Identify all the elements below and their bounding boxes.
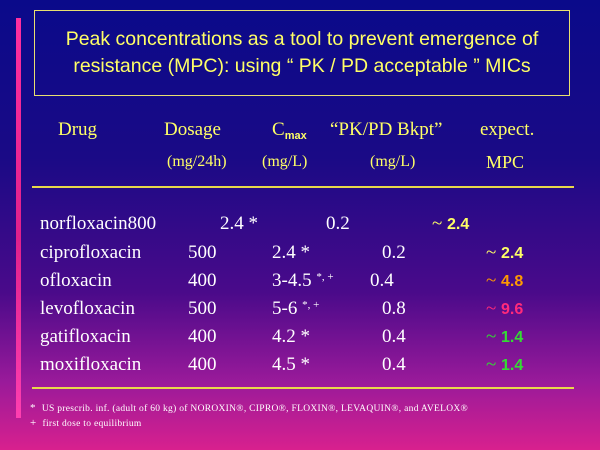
header-mpc-line-2: MPC <box>486 152 525 172</box>
row-ciprofloxacin-bkpt: 0.2 <box>382 242 406 263</box>
slide-title: Peak concentrations as a tool to prevent… <box>66 26 539 80</box>
cmax-footnote-mark: * <box>300 242 311 263</box>
cmax-value: 2.4 <box>220 213 244 234</box>
row-moxifloxacin-mpc: ~ 1.4 <box>486 354 523 376</box>
row-norfloxacin-drug: norfloxacin800 <box>40 213 156 235</box>
mpc-value: 1.4 <box>501 329 524 346</box>
approx-sign: ~ <box>486 354 497 375</box>
row-norfloxacin-bkpt: 0.2 <box>326 213 350 234</box>
drug-name: norfloxacin <box>40 213 128 234</box>
cmax-value: 2.4 <box>272 242 296 263</box>
cmax-value: 3-4.5 <box>272 270 312 291</box>
approx-sign: ~ <box>486 242 497 263</box>
approx-sign: ~ <box>486 298 497 319</box>
approx-sign: ~ <box>486 326 497 347</box>
footnote-mark: + <box>30 417 37 429</box>
row-ciprofloxacin-cmax: 2.4 * <box>272 242 310 264</box>
row-levofloxacin-dose: 500 <box>188 298 217 319</box>
row-moxifloxacin-bkpt: 0.4 <box>382 354 406 375</box>
row-levofloxacin-drug: levofloxacin <box>40 298 135 319</box>
cmax-value: 4.5 <box>272 354 296 375</box>
cmax-footnote-mark: * <box>248 213 259 234</box>
row-moxifloxacin-drug: moxifloxacin <box>40 354 142 375</box>
row-norfloxacin-mpc: ~ 2.4 <box>432 213 469 235</box>
cmax-footnote-mark: *, + <box>302 299 320 311</box>
row-gatifloxacin-bkpt: 0.4 <box>382 326 406 347</box>
row-ofloxacin-cmax: 3-4.5 *, + <box>272 270 334 292</box>
mpc-value: 9.6 <box>501 301 524 318</box>
cmax-value: 4.2 <box>272 326 296 347</box>
header-cmax: Cmax <box>272 119 307 142</box>
footer-divider <box>32 387 574 389</box>
footnote-text: first dose to equilibrium <box>42 419 142 429</box>
title-line-2: resistance (MPC): using “ PK / PD accept… <box>73 55 531 77</box>
row-gatifloxacin-mpc: ~ 1.4 <box>486 326 523 348</box>
row-gatifloxacin-cmax: 4.2 * <box>272 326 310 348</box>
row-ciprofloxacin-drug: ciprofloxacin <box>40 242 142 263</box>
cmax-footnote-mark: * <box>300 326 311 347</box>
header-pkpd-unit: (mg/L) <box>370 153 416 170</box>
approx-sign: ~ <box>486 270 497 291</box>
footnote-mark: * <box>30 402 36 414</box>
row-ofloxacin-bkpt: 0.4 <box>370 270 394 291</box>
header-divider <box>32 186 574 188</box>
row-moxifloxacin-dose: 400 <box>188 354 217 375</box>
row-levofloxacin-cmax: 5-6 *, + <box>272 298 319 320</box>
footnote-text: US prescrib. inf. (adult of 60 kg) of NO… <box>41 404 469 414</box>
row-levofloxacin-mpc: ~ 9.6 <box>486 298 523 320</box>
row-ofloxacin-mpc: ~ 4.8 <box>486 270 523 292</box>
header-cmax-sub: max <box>284 130 307 142</box>
cmax-footnote-mark: * <box>300 354 311 375</box>
footnote-1: * US prescrib. inf. (adult of 60 kg) of N… <box>30 402 468 414</box>
approx-sign: ~ <box>432 213 443 234</box>
row-levofloxacin-bkpt: 0.8 <box>382 298 406 319</box>
title-line-1: Peak concentrations as a tool to prevent… <box>65 28 539 50</box>
row-gatifloxacin-dose: 400 <box>188 326 217 347</box>
header-cmax-unit: (mg/L) <box>262 153 308 170</box>
row-ofloxacin-drug: ofloxacin <box>40 270 112 291</box>
row-ciprofloxacin-dose: 500 <box>188 242 217 263</box>
mpc-value: 4.8 <box>501 273 524 290</box>
row-gatifloxacin-drug: gatifloxacin <box>40 326 131 347</box>
header-pkpd-bkpt: “PK/PD Bkpt” <box>330 119 443 140</box>
header-cmax-main: C <box>272 119 285 140</box>
header-dosage-unit: (mg/24h) <box>167 153 227 170</box>
cmax-footnote-mark: *, + <box>316 271 334 283</box>
header-drug: Drug <box>58 119 98 140</box>
row-norfloxacin-cmax: 2.4 * <box>220 213 258 235</box>
header-mpc: expect. <box>480 119 535 140</box>
header-dosage: Dosage <box>164 119 221 140</box>
mpc-value: 2.4 <box>447 216 470 233</box>
row-ofloxacin-dose: 400 <box>188 270 217 291</box>
left-accent-bar <box>16 18 21 418</box>
cmax-value: 5-6 <box>272 298 298 319</box>
footnote-2: + first dose to equilibrium <box>30 417 142 429</box>
mpc-value: 2.4 <box>501 245 524 262</box>
title-box: Peak concentrations as a tool to prevent… <box>34 10 570 96</box>
row-ciprofloxacin-mpc: ~ 2.4 <box>486 242 523 264</box>
dose-value: 800 <box>127 213 157 234</box>
row-moxifloxacin-cmax: 4.5 * <box>272 354 310 376</box>
mpc-value: 1.4 <box>501 357 524 374</box>
